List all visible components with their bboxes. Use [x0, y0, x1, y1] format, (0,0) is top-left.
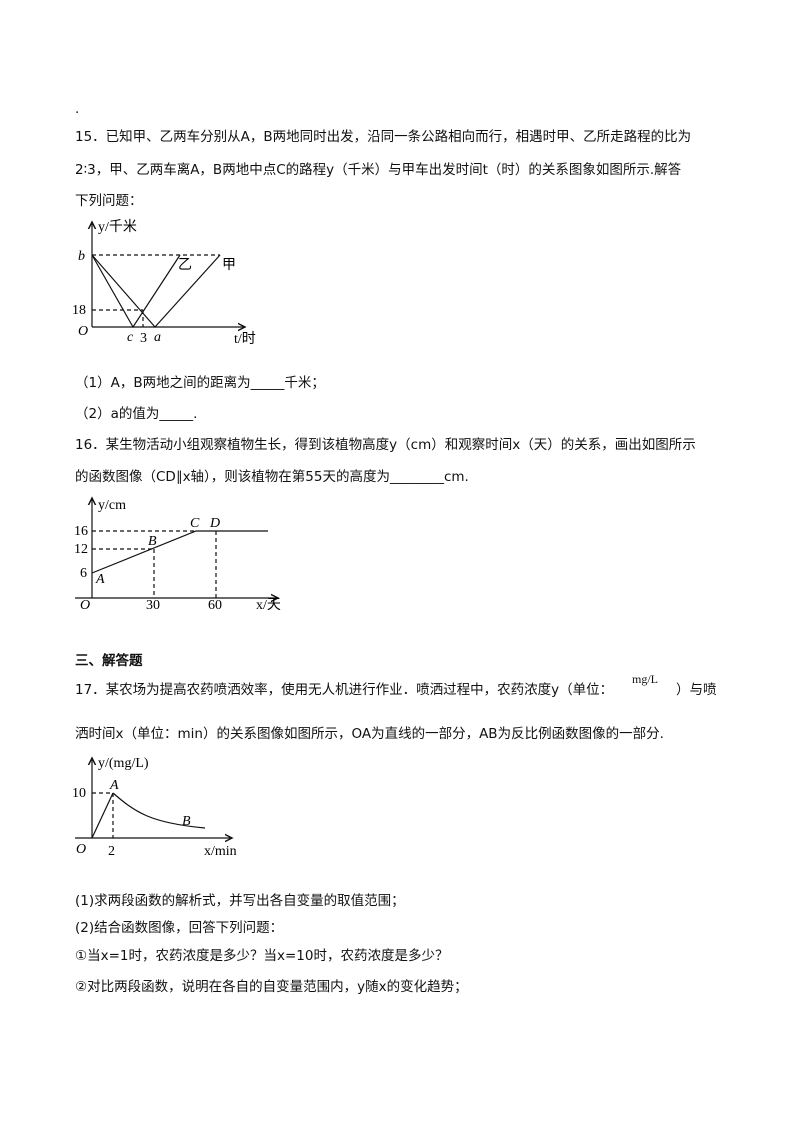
q15-line: 2∶3，甲、乙两车离A，B两地中点C的路程y（千米）与甲车出发时间t（时）的关系…: [75, 162, 682, 178]
label: A: [95, 572, 105, 587]
q17-line: ）与喷: [676, 682, 717, 698]
q16-line: 的函数图像（CD∥x轴），则该植物在第55天的高度为________cm.: [75, 469, 469, 485]
unit: mg/L: [632, 672, 658, 686]
label: O: [76, 842, 86, 857]
figure-16: y/cm 16 12 6 O 30 60 x/天 A B C D: [74, 498, 281, 613]
tick-label: 16: [74, 524, 88, 539]
label: D: [209, 516, 220, 531]
q16-line: 16．某生物活动小组观察植物生长，得到该植物高度y（cm）和观察时间x（天）的关…: [75, 437, 696, 453]
label: C: [190, 516, 200, 531]
q17-part: (1)求两段函数的解析式，并写出各自变量的取值范围；: [75, 893, 405, 909]
figure-15: y/千米 b 18 O c 3 a t/时 乙 甲: [72, 219, 256, 347]
label: B: [182, 814, 191, 829]
label: O: [80, 598, 90, 613]
tick-label: 18: [72, 303, 86, 318]
q17-part: (2)结合函数图像，回答下列问题：: [75, 920, 284, 936]
axis-label: y/千米: [98, 219, 137, 235]
q15-part: （1）A，B两地之间的距离为_____千米；: [75, 375, 325, 391]
label: B: [148, 534, 157, 549]
q17-line: 洒时间x（单位：min）的关系图像如图所示，OA为直线的一部分，AB为反比例函数…: [75, 726, 664, 742]
tick-label: 60: [208, 598, 222, 613]
q17-part: ①当x=1时，农药浓度是多少？当x=10时，农药浓度是多少？: [75, 948, 449, 964]
axis-label: x/天: [256, 598, 281, 613]
tick-label: 3: [140, 331, 147, 346]
q15-part: （2）a的值为_____.: [75, 406, 198, 422]
section-title: 三、解答题: [75, 653, 143, 669]
mark: .: [75, 101, 80, 117]
label: 甲: [222, 258, 236, 273]
axis-label: t/时: [234, 331, 256, 347]
tick-label: 2: [108, 844, 115, 859]
label: A: [109, 778, 119, 793]
label: c: [127, 330, 134, 345]
q15-line: 下列问题：: [75, 193, 143, 209]
label: b: [78, 249, 85, 264]
tick-label: 6: [80, 566, 87, 581]
q15-line: 15．已知甲、乙两车分别从A，B两地同时出发，沿同一条公路相向而行，相遇时甲、乙…: [75, 129, 692, 145]
axis-label: x/min: [204, 844, 237, 859]
label: O: [78, 324, 88, 339]
axis-label: y/(mg/L): [98, 756, 149, 771]
label: a: [154, 330, 161, 345]
tick-label: 30: [146, 598, 160, 613]
q17-line: 17．某农场为提高农药喷洒效率，使用无人机进行作业．喷洒过程中，农药浓度y（单位…: [75, 682, 614, 698]
axis-label: y/cm: [98, 498, 126, 513]
q17-part: ②对比两段函数，说明在各自的自变量范围内，y随x的变化趋势；: [75, 979, 468, 995]
tick-label: 10: [72, 786, 86, 801]
tick-label: 12: [74, 542, 88, 557]
figure-17: y/(mg/L) 10 A B O 2 x/min: [72, 756, 237, 859]
label: 乙: [178, 257, 192, 273]
